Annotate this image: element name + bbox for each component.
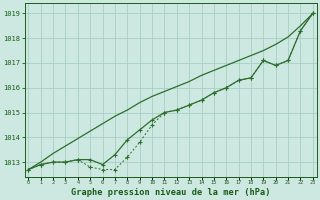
X-axis label: Graphe pression niveau de la mer (hPa): Graphe pression niveau de la mer (hPa): [71, 188, 270, 197]
